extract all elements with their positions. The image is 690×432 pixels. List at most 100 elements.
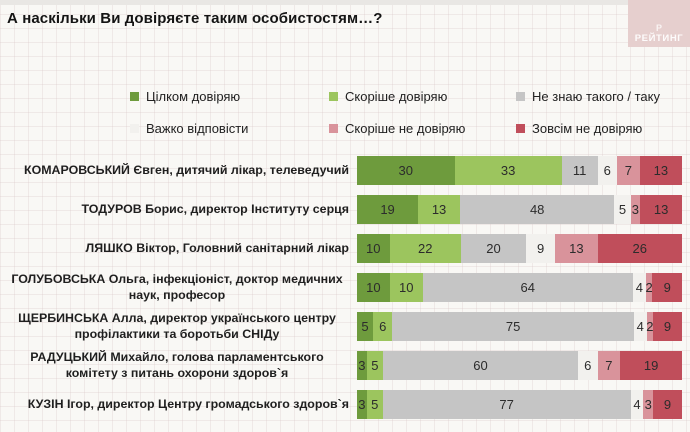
bar-segment: 3 [357,351,367,380]
row-label: ЛЯШКО Віктор, Головний санітарний лікар [5,241,349,256]
bar-segment: 6 [578,351,598,380]
segment-value: 5 [371,397,379,412]
bar-segment: 9 [526,234,556,263]
rating-logo-mark-icon: Р [655,23,662,33]
row-label-text: ТОДУРОВ Борис, директор Інституту серця [81,201,349,216]
segment-value: 13 [653,202,669,217]
legend-swatch-fully-distrust-icon [516,124,525,133]
segment-value: 3 [631,202,639,217]
segment-value: 7 [605,358,613,373]
row-label: ТОДУРОВ Борис, директор Інституту серця [5,202,349,217]
row-label: ЩЕРБИНСЬКА Алла, директор українського ц… [5,311,349,341]
bar-segment: 77 [382,390,631,419]
segment-value: 10 [399,280,414,295]
segment-value: 6 [584,358,592,373]
bar-segment: 19 [357,195,419,224]
bar-segment: 5 [357,312,374,341]
stacked-bar: 3 5 77 4 3 9 [357,390,682,419]
chart-row: ГОЛУБОВСЬКА Ольга, інфекціоніст, доктор … [5,268,682,307]
segment-value: 19 [643,358,659,373]
bar-segment: 22 [389,234,461,263]
bar-segment: 7 [617,156,640,185]
bar-segment: 3 [630,195,641,224]
segment-value: 3 [358,358,366,373]
legend-swatch-dont-know-icon [516,92,525,101]
bar-segment: 10 [357,273,390,302]
bar-segment: 13 [418,195,460,224]
chart-row: РАДУЦЬКИЙ Михайло, голова парламентськог… [5,346,682,385]
stacked-bar: 30 33 11 6 7 13 [357,156,682,185]
segment-value: 10 [366,280,381,295]
bar-segment: 33 [454,156,562,185]
legend-item-rather-trust: Скоріше довіряю [329,89,516,104]
segment-value: 10 [366,241,381,256]
row-label-text: ЩЕРБИНСЬКА Алла, директор українського ц… [18,311,336,341]
bar-segment: 4 [630,390,644,419]
segment-value: 4 [636,319,644,334]
legend-swatch-hard-to-answer-icon [130,124,139,133]
bar-segment: 48 [459,195,615,224]
segment-value: 13 [653,163,669,178]
bar-segment: 3 [643,390,654,419]
chart-row: ЩЕРБИНСЬКА Алла, директор українського ц… [5,307,683,346]
bar-segment: 9 [653,390,682,419]
bar-segment: 9 [653,312,683,341]
bar-segment: 20 [461,234,526,263]
bar-segment: 13 [639,156,682,185]
legend-label: Не знаю такого / таку [532,89,660,104]
segment-value: 9 [537,241,545,256]
row-label: КОМАРОВСЬКИЙ Євген, дитячий лікар, телев… [5,163,349,178]
legend-item-rather-distrust: Скоріше не довіряю [329,121,516,136]
bar-segment: 26 [597,234,682,263]
legend-item-hard-to-answer: Важко відповісти [130,121,329,136]
segment-value: 33 [500,163,516,178]
stacked-bar: 3 5 60 6 7 19 [357,351,682,380]
segment-value: 3 [644,397,652,412]
chart-rows: КОМАРОВСЬКИЙ Євген, дитячий лікар, телев… [5,151,683,424]
chart-row: КУЗІН Ігор, директор Центру громадського… [5,385,682,424]
bar-segment: 5 [614,195,631,224]
segment-value: 2 [646,319,654,334]
page-title: А наскільки Ви довіряєте таким особистос… [7,10,383,27]
bar-segment: 4 [632,273,646,302]
segment-value: 60 [473,358,488,373]
segment-value: 13 [569,241,584,256]
bar-segment: 60 [383,351,578,380]
row-label-text: КОМАРОВСЬКИЙ Євген, дитячий лікар, телев… [24,162,349,177]
row-label-text: КУЗІН Ігор, директор Центру громадського… [27,396,349,411]
legend-label: Важко відповісти [146,121,249,136]
chart-row: ТОДУРОВ Борис, директор Інституту серця 1… [5,190,682,229]
legend: Цілком довіряю Скоріше довіряю Не знаю т… [130,89,660,136]
row-label-text: ЛЯШКО Віктор, Головний санітарний лікар [85,240,349,255]
stacked-bar: 10 22 20 9 13 26 [357,234,682,263]
segment-value: 6 [603,163,611,178]
row-label: РАДУЦЬКИЙ Михайло, голова парламентськог… [5,350,349,380]
stacked-bar: 10 10 64 4 2 9 [357,273,682,302]
bar-segment: 6 [597,156,617,185]
top-strip [0,0,690,5]
bar-segment: 64 [422,273,633,302]
bar-segment: 4 [633,312,647,341]
bar-segment: 13 [640,195,682,224]
row-label: КУЗІН Ігор, директор Центру громадського… [5,397,349,412]
segment-value: 64 [520,280,535,295]
bar-segment: 75 [392,312,634,341]
bar-segment: 6 [373,312,393,341]
bar-segment: 10 [357,234,390,263]
legend-label: Зовсім не довіряю [532,121,643,136]
segment-value: 19 [380,202,395,217]
segment-value: 5 [371,358,379,373]
bar-segment: 9 [652,273,682,302]
legend-swatch-rather-trust-icon [329,92,338,101]
segment-value: 7 [624,163,632,178]
row-label-text: РАДУЦЬКИЙ Михайло, голова парламентськог… [30,350,324,380]
segment-value: 11 [572,163,587,178]
bar-segment: 2 [646,312,654,341]
segment-value: 2 [645,280,653,295]
segment-value: 3 [358,397,366,412]
legend-item-fully-distrust: Зовсім не довіряю [516,121,660,136]
segment-value: 9 [663,280,671,295]
bar-segment: 2 [646,273,653,302]
segment-value: 13 [431,202,447,217]
chart-row: ЛЯШКО Віктор, Головний санітарний лікар 1… [5,229,682,268]
